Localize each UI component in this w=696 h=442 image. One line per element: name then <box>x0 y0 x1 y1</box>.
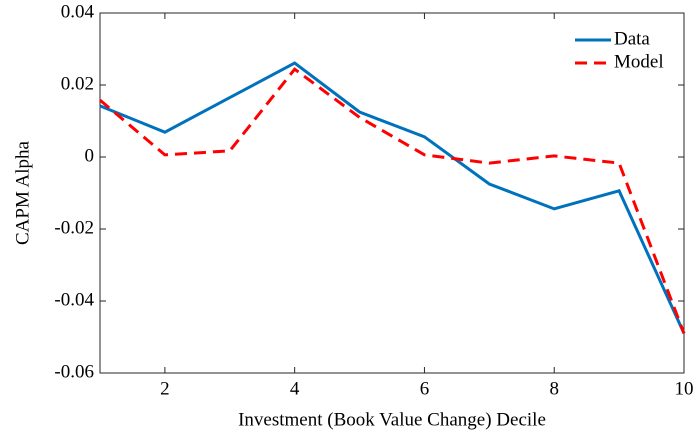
x-tick-label: 10 <box>675 378 694 399</box>
x-tick-label: 6 <box>420 378 430 399</box>
y-tick-label: 0.04 <box>61 1 95 22</box>
data-line <box>99 61 686 335</box>
y-tick-label: 0 <box>85 145 95 166</box>
y-tick-label: -0.06 <box>54 361 94 382</box>
y-tick-label: -0.04 <box>54 289 94 310</box>
x-tick-label: 4 <box>290 378 300 399</box>
data-line <box>99 67 686 334</box>
y-axis-label: CAPM Alpha <box>12 140 33 245</box>
x-tick-label: 2 <box>160 378 170 399</box>
legend-label: Data <box>614 28 650 49</box>
x-tick-label: 8 <box>549 378 559 399</box>
x-axis-label: Investment (Book Value Change) Decile <box>238 409 546 430</box>
y-tick-label: -0.02 <box>54 217 94 238</box>
plot-frame <box>99 12 685 374</box>
y-tick-label: 0.02 <box>61 73 94 94</box>
legend-label: Model <box>614 51 664 72</box>
